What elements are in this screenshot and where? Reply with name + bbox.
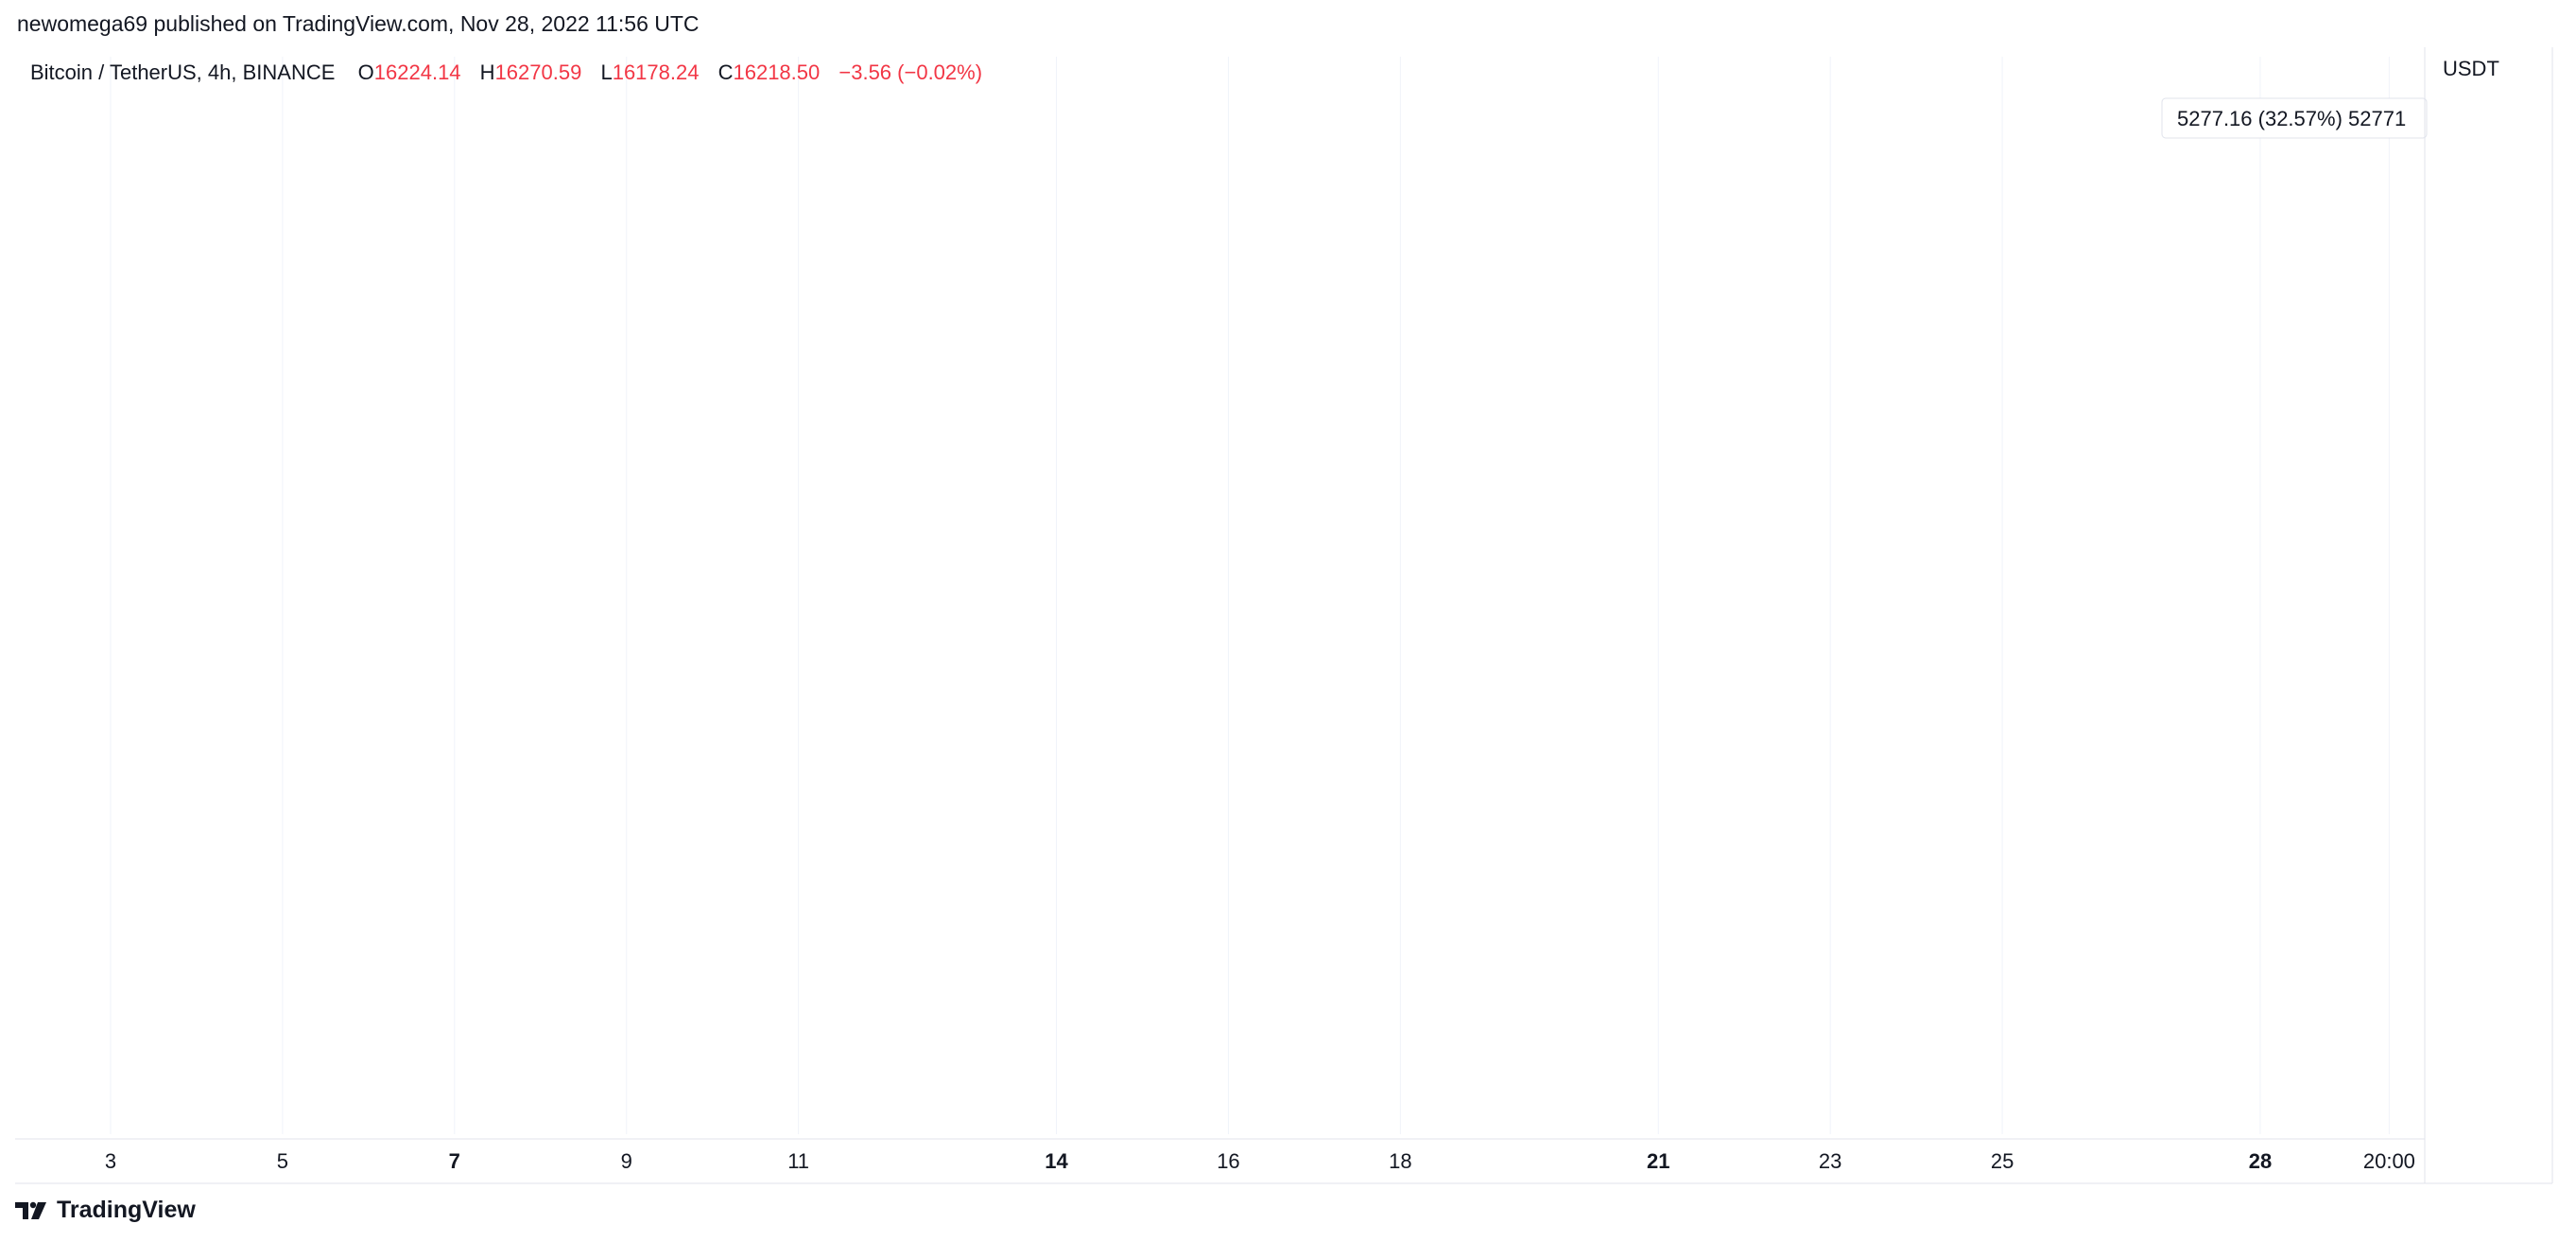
- change-value: −3.56 (−0.02%): [838, 60, 983, 84]
- x-tick-label: 20:00: [2363, 1149, 2415, 1173]
- symbol-legend: Bitcoin / TetherUS, 4h, BINANCE O16224.1…: [30, 60, 995, 85]
- x-tick-label: 9: [621, 1149, 632, 1173]
- x-tick-label: 5: [277, 1149, 288, 1173]
- high-value: 16270.59: [494, 60, 582, 84]
- footer-brand-name: TradingView: [57, 1197, 196, 1223]
- low-value: 16178.24: [612, 60, 700, 84]
- symbol-name: Bitcoin / TetherUS, 4h, BINANCE: [30, 60, 336, 84]
- x-tick-label: 16: [1217, 1149, 1239, 1173]
- x-tick-label: 23: [1819, 1149, 1841, 1173]
- x-tick-label: 14: [1045, 1149, 1068, 1173]
- axes: 15200.0015600.0016000.0016400.0016800.00…: [15, 47, 2553, 1184]
- open-value: 16224.14: [373, 60, 461, 84]
- chart-grid: [110, 57, 2390, 1134]
- measure-label: 5277.16 (32.57%) 52771: [2177, 107, 2406, 130]
- high-label: H: [479, 60, 495, 84]
- x-tick-label: 28: [2249, 1149, 2272, 1173]
- x-tick-label: 21: [1647, 1149, 1669, 1173]
- open-label: O: [357, 60, 374, 84]
- footer-brand[interactable]: TradingView: [15, 1197, 196, 1224]
- x-tick-label: 7: [449, 1149, 460, 1173]
- x-tick-label: 25: [1991, 1149, 2014, 1173]
- x-tick-label: 18: [1389, 1149, 1411, 1173]
- x-tick-label: 3: [105, 1149, 116, 1173]
- measure-label-box: [2161, 97, 2428, 139]
- close-value: 16218.50: [733, 60, 821, 84]
- publish-info: newomega69 published on TradingView.com,…: [17, 11, 700, 36]
- close-label: C: [717, 60, 734, 84]
- tradingview-logo-icon: [15, 1201, 46, 1219]
- low-label: L: [600, 60, 613, 84]
- x-tick-label: 11: [787, 1149, 809, 1173]
- currency-label: USDT: [2443, 57, 2499, 80]
- measure-tool[interactable]: 5277.16 (32.57%) 52771: [2161, 0, 2439, 139]
